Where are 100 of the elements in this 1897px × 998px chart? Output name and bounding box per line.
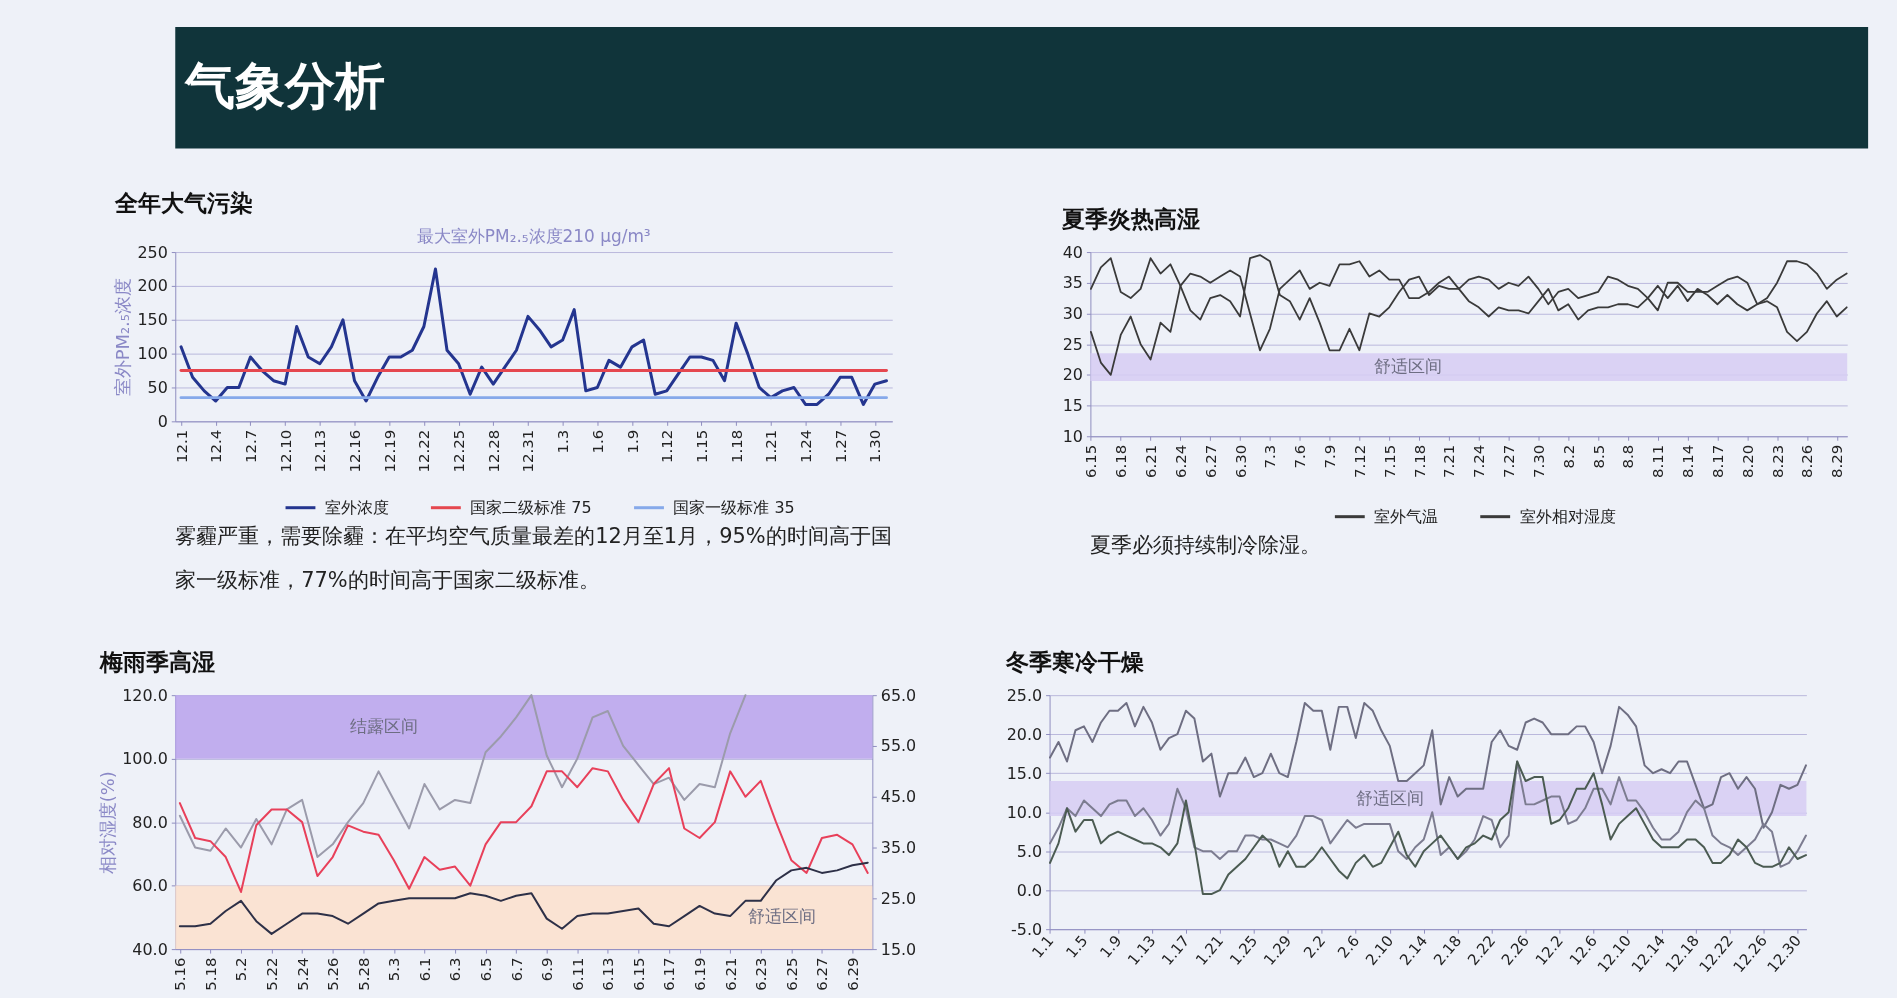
legend-label: 室外相对湿度: [1519, 506, 1616, 526]
y-tick-label: 150: [137, 310, 168, 330]
x-tick-label: 6.17: [660, 957, 679, 991]
y-tick-label: 20.0: [1006, 724, 1043, 744]
x-tick-label: 6.9: [538, 957, 557, 982]
x-tick-label: 12.1: [172, 429, 191, 464]
text: 气象分析: [183, 56, 385, 115]
x-tick-label: 6.30: [1231, 444, 1250, 478]
x-tick-label: 6.21: [1142, 444, 1161, 478]
y-tick-label: 20: [1062, 365, 1083, 385]
x-tick-label: 1.15: [692, 429, 711, 464]
x-tick-label: 7.24: [1470, 444, 1489, 478]
y-tick-label: -5.0: [1011, 919, 1043, 939]
x-tick-label: 1.9: [623, 429, 642, 454]
x-tick-label: 8.2: [1559, 444, 1578, 469]
x-tick-label: 6.24: [1171, 444, 1190, 478]
x-tick-label: 1.24: [796, 429, 815, 464]
x-tick-label: 1.27: [831, 429, 850, 464]
x-tick-label: 5.26: [324, 957, 343, 991]
x-tick-label: 5.24: [293, 957, 312, 991]
x-tick-label: 6.1: [415, 957, 434, 982]
x-tick-label: 7.27: [1500, 444, 1519, 478]
x-tick-label: 8.20: [1738, 444, 1757, 478]
y-tick-label: 10.0: [1006, 802, 1043, 822]
x-tick-label: 8.26: [1798, 444, 1817, 478]
x-tick-label: 7.21: [1440, 444, 1459, 478]
y-tick-label: 100.0: [122, 749, 168, 769]
y-tick-label: 250: [137, 242, 168, 262]
legend-label: 国家二级标准 75: [470, 497, 592, 517]
x-tick-label: 1.18: [727, 429, 746, 464]
x-tick-label: 5.2: [232, 957, 251, 982]
y-tick-label: 0: [157, 411, 168, 431]
x-tick-label: 12.4: [207, 429, 226, 464]
y-tick-label: 5.0: [1016, 841, 1043, 861]
band-label: 舒适区间: [747, 906, 816, 927]
band-label: 舒适区间: [1374, 356, 1443, 377]
x-tick-label: 12.31: [519, 429, 538, 473]
x-tick-label: 6.11: [568, 957, 587, 991]
y2-tick-label: 65.0: [880, 685, 917, 705]
x-tick-label: 5.3: [385, 957, 404, 982]
x-tick-label: 6.29: [843, 957, 862, 991]
x-tick-label: 6.25: [782, 957, 801, 991]
x-tick-label: 7.9: [1321, 444, 1340, 469]
line-series: [178, 694, 747, 859]
x-tick-label: 5.28: [354, 957, 373, 991]
x-tick-label: 7.18: [1410, 444, 1429, 478]
x-tick-label: 5.18: [201, 957, 220, 991]
x-tick-label: 6.13: [599, 957, 618, 991]
y-tick-label: 60.0: [132, 876, 168, 896]
x-tick-label: 8.14: [1679, 444, 1698, 478]
x-tick-label: 7.3: [1261, 444, 1280, 469]
y2-tick-label: 15.0: [880, 939, 917, 959]
x-tick-label: 12.13: [311, 429, 330, 473]
x-tick-label: 6.21: [721, 957, 740, 991]
chart-title: 夏季炎热高湿: [1061, 206, 1201, 233]
text: 夏季必须持续制冷除湿。: [1090, 532, 1322, 557]
line-series: [1049, 760, 1807, 896]
y-axis-title: 室外PM₂.₅浓度: [112, 278, 134, 397]
x-tick-label: 8.29: [1828, 444, 1847, 478]
legend-label: 国家一级标准 35: [673, 497, 795, 517]
y-tick-label: 40.0: [132, 939, 168, 959]
y-tick-label: 15: [1062, 396, 1083, 416]
x-tick-label: 8.23: [1768, 444, 1787, 478]
y-tick-label: 15.0: [1006, 763, 1043, 783]
y-tick-label: 0.0: [1016, 880, 1043, 900]
band-label: 结露区间: [350, 715, 419, 736]
x-tick-label: 6.23: [752, 957, 771, 991]
x-tick-label: 12.28: [484, 429, 503, 473]
x-tick-label: 6.7: [507, 957, 526, 982]
x-tick-label: 6.19: [691, 957, 710, 991]
x-tick-label: 12.25: [450, 429, 469, 473]
y-tick-label: 80.0: [132, 812, 168, 832]
chart-title: 冬季寒冷干燥: [1005, 649, 1145, 676]
x-tick-label: 6.18: [1112, 444, 1131, 478]
y-tick-label: 25: [1062, 334, 1083, 354]
x-tick-label: 1.6: [588, 429, 607, 454]
x-tick-label: 6.15: [629, 957, 648, 991]
x-tick-label: 2.6: [1334, 931, 1364, 962]
x-tick-label: 8.11: [1649, 444, 1668, 478]
x-tick-label: 6.27: [1201, 444, 1220, 478]
y-tick-label: 100: [137, 344, 168, 364]
y-tick-label: 10: [1062, 426, 1083, 446]
y2-tick-label: 55.0: [880, 736, 917, 756]
x-tick-label: 7.12: [1350, 444, 1369, 478]
y-tick-label: 40: [1062, 242, 1083, 262]
y-tick-label: 30: [1062, 303, 1083, 323]
y-tick-label: 200: [137, 276, 168, 296]
x-tick-label: 6.27: [813, 957, 832, 991]
y2-tick-label: 25.0: [880, 888, 917, 908]
text: 雾霾严重，需要除霾：在平均空气质量最差的12月至1月，95%的时间高于国家一级标准，77%的时间高于国家二级标准。: [175, 523, 892, 592]
line-series: [1049, 701, 1807, 829]
x-tick-label: 12.19: [380, 429, 399, 473]
chart-title: 梅雨季高湿: [98, 649, 215, 676]
x-tick-label: 7.6: [1291, 444, 1310, 469]
x-tick-label: 2.2: [1300, 931, 1330, 962]
chart-title: 全年大气污染: [113, 190, 253, 217]
x-tick-label: 6.15: [1082, 444, 1101, 478]
y-tick-label: 120.0: [122, 685, 168, 705]
x-tick-label: 5.22: [263, 957, 282, 991]
x-tick-label: 7.15: [1380, 444, 1399, 478]
